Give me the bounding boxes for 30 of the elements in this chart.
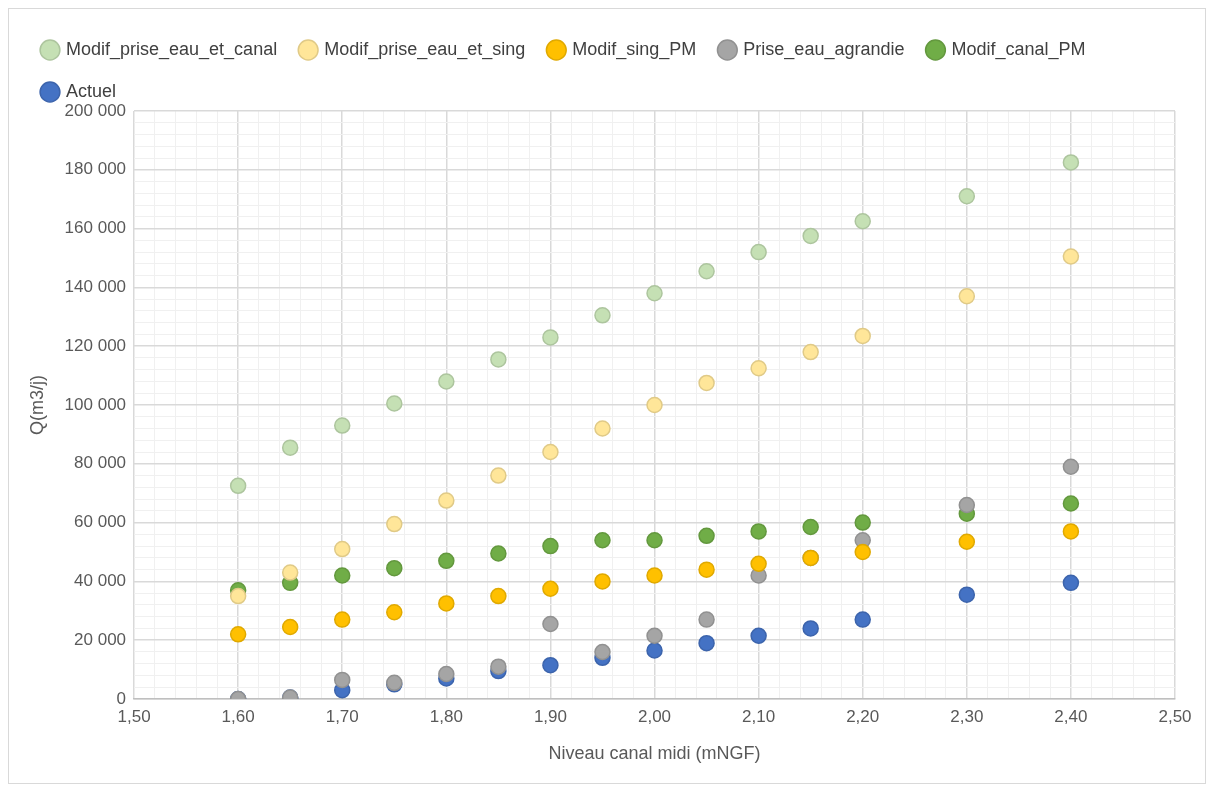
x-tick-label: 2,20	[846, 706, 880, 726]
y-tick-label: 120 000	[64, 335, 127, 355]
y-tick-label: 80 000	[74, 453, 127, 473]
y-tick-label: 20 000	[74, 629, 127, 649]
x-tick-label: 1,70	[325, 706, 359, 726]
x-tick-label: 2,30	[950, 706, 984, 726]
x-tick-label: 1,60	[221, 706, 255, 726]
y-tick-label: 180 000	[64, 159, 127, 179]
legend-label: Actuel	[66, 80, 117, 101]
legend-label: Prise_eau_agrandie	[743, 38, 905, 60]
legend-label: Modif_sing_PM	[572, 38, 697, 60]
x-axis-title: Niveau canal midi (mNGF)	[548, 743, 761, 764]
x-tick-label: 2,40	[1054, 706, 1088, 726]
y-tick-label: 200 000	[64, 100, 127, 120]
y-tick-label: 160 000	[64, 218, 127, 238]
x-tick-label: 1,50	[117, 706, 151, 726]
x-tick-label: 1,80	[429, 706, 463, 726]
y-tick-label: 100 000	[64, 394, 127, 414]
y-tick-label: 0	[116, 688, 127, 708]
y-axis-title: Q(m3/j)	[26, 375, 47, 435]
legend-label: Modif_canal_PM	[951, 38, 1086, 60]
legend-label: Modif_prise_eau_et_canal	[66, 38, 278, 60]
x-tick-label: 1,90	[533, 706, 567, 726]
y-tick-label: 40 000	[74, 571, 127, 591]
x-tick-label: 2,10	[742, 706, 776, 726]
legend-label: Modif_prise_eau_et_sing	[324, 38, 526, 60]
x-tick-label: 2,00	[637, 706, 672, 726]
x-tick-label: 2,50	[1158, 706, 1192, 726]
y-tick-label: 60 000	[74, 512, 127, 532]
y-tick-label: 140 000	[64, 277, 127, 297]
